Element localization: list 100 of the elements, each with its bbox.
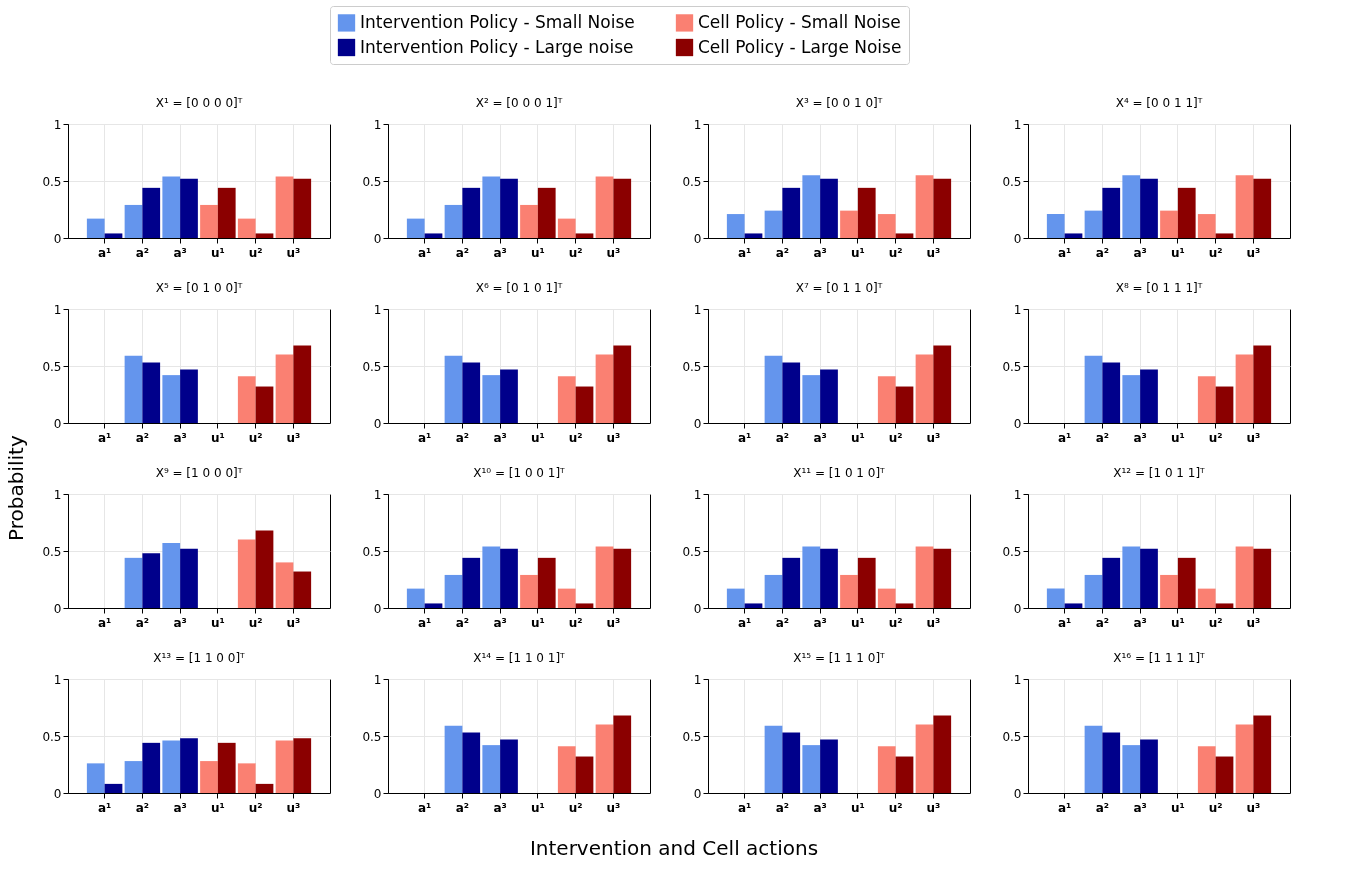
x-tick-label: a¹ xyxy=(737,245,752,260)
y-tick-label: 0 xyxy=(373,601,382,616)
x-tick-label: u¹ xyxy=(850,615,865,630)
chart-title: X¹² = [1 0 1 1]ᵀ xyxy=(1113,466,1206,480)
bar xyxy=(877,376,896,423)
bar xyxy=(1253,715,1272,793)
bar xyxy=(595,724,614,793)
x-tick-label: u³ xyxy=(606,430,621,445)
x-tick-label: a² xyxy=(135,615,150,630)
bar xyxy=(802,745,821,793)
chart-title: X⁶ = [0 1 0 1]ᵀ xyxy=(475,281,563,295)
bar xyxy=(86,218,105,238)
bar xyxy=(895,756,914,793)
x-axis-title: Intervention and Cell actions xyxy=(528,836,820,860)
bar xyxy=(1215,603,1234,608)
bar xyxy=(915,354,934,423)
bar xyxy=(142,187,161,238)
bar xyxy=(1160,574,1178,608)
x-tick-label: u¹ xyxy=(530,800,545,815)
bar xyxy=(217,187,236,238)
bar xyxy=(895,233,914,238)
bar xyxy=(1235,175,1254,238)
bar xyxy=(482,546,501,608)
bar xyxy=(293,738,312,793)
bar xyxy=(1122,745,1141,793)
bar xyxy=(520,204,538,238)
bar xyxy=(275,562,294,608)
bar xyxy=(595,354,614,423)
bar xyxy=(406,218,425,238)
y-tick-label: 0 xyxy=(373,231,382,246)
bar xyxy=(1084,355,1103,423)
bar xyxy=(820,739,838,793)
bar xyxy=(1253,345,1272,423)
bar xyxy=(857,557,876,608)
y-tick-label: 1 xyxy=(693,672,702,687)
x-tick-label: u³ xyxy=(606,615,621,630)
x-tick-label: a¹ xyxy=(417,430,432,445)
bar xyxy=(500,739,518,793)
x-tick-label: u¹ xyxy=(1170,245,1185,260)
chart-title: X³ = [0 0 1 0]ᵀ xyxy=(795,96,883,110)
bar xyxy=(915,724,934,793)
bar xyxy=(1046,214,1065,238)
bar xyxy=(764,355,783,423)
bar xyxy=(1102,362,1121,423)
x-tick-label: a¹ xyxy=(1057,615,1072,630)
y-tick-label: 0.5 xyxy=(682,544,702,559)
bar xyxy=(1235,354,1254,423)
bar xyxy=(840,210,858,238)
bar xyxy=(424,603,443,608)
bar xyxy=(895,603,914,608)
y-tick-label: 0.5 xyxy=(42,544,62,559)
bar xyxy=(424,233,443,238)
bar xyxy=(162,740,181,793)
y-tick-label: 1 xyxy=(1013,302,1022,317)
bar xyxy=(744,603,763,608)
x-tick-label: a¹ xyxy=(1057,430,1072,445)
bar xyxy=(482,745,501,793)
y-tick-label: 1 xyxy=(373,117,382,132)
bar xyxy=(575,756,594,793)
x-tick-label: u³ xyxy=(926,245,941,260)
y-tick-label: 0.5 xyxy=(682,359,702,374)
bar xyxy=(782,557,801,608)
y-tick-label: 0.5 xyxy=(1002,359,1022,374)
y-tick-label: 0.5 xyxy=(362,544,382,559)
bar xyxy=(840,574,858,608)
x-tick-label: a³ xyxy=(813,800,827,815)
chart-title: X¹⁴ = [1 1 0 1]ᵀ xyxy=(473,651,566,665)
bar xyxy=(857,187,876,238)
bar xyxy=(217,742,236,793)
bar xyxy=(537,187,556,238)
x-tick-label: u³ xyxy=(286,245,301,260)
chart-title: X¹⁰ = [1 0 0 1]ᵀ xyxy=(473,466,566,480)
y-axis-title: Probability xyxy=(4,435,28,541)
x-tick-label: u³ xyxy=(606,245,621,260)
bar xyxy=(1140,548,1158,608)
y-tick-label: 0 xyxy=(1013,231,1022,246)
chart-title: X¹⁶ = [1 1 1 1]ᵀ xyxy=(1113,651,1206,665)
bar xyxy=(933,178,952,238)
x-tick-label: u² xyxy=(1208,615,1223,630)
bar xyxy=(1084,574,1103,608)
x-tick-label: a¹ xyxy=(97,245,112,260)
y-tick-label: 0.5 xyxy=(362,174,382,189)
bar xyxy=(575,603,594,608)
y-tick-label: 0.5 xyxy=(362,729,382,744)
bar xyxy=(462,732,481,793)
bar xyxy=(1122,375,1141,423)
y-tick-label: 0.5 xyxy=(42,359,62,374)
x-tick-label: a¹ xyxy=(737,430,752,445)
bar xyxy=(482,176,501,238)
bar xyxy=(782,362,801,423)
y-tick-label: 0 xyxy=(373,786,382,801)
bar xyxy=(237,376,256,423)
bar xyxy=(1064,233,1083,238)
chart-title: X² = [0 0 0 1]ᵀ xyxy=(475,96,563,110)
x-tick-label: a² xyxy=(135,430,150,445)
bar xyxy=(1235,546,1254,608)
y-tick-label: 0 xyxy=(1013,786,1022,801)
bar xyxy=(557,588,576,608)
x-tick-label: a³ xyxy=(813,245,827,260)
x-tick-label: u¹ xyxy=(850,800,865,815)
